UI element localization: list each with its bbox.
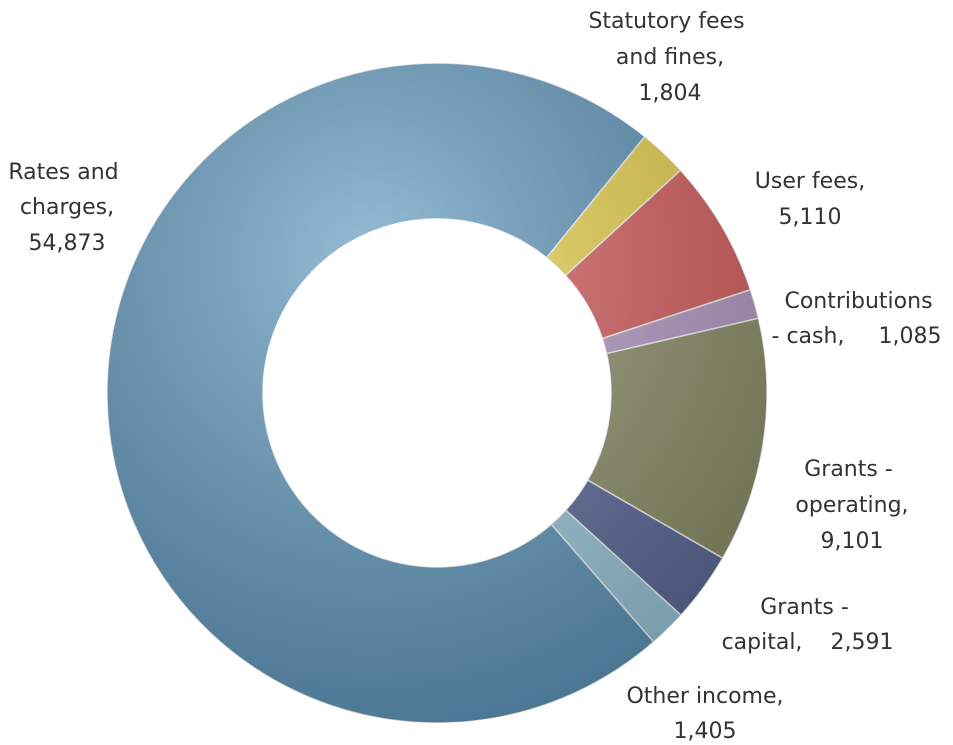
category-label: Rates and charges, (8, 160, 125, 220)
value-label: 9,101 (821, 529, 884, 554)
value-label: 5,110 (779, 205, 842, 230)
category-label: User fees, (755, 169, 865, 194)
value-label: 2,591 (831, 630, 894, 655)
value-label: 1,085 (879, 324, 942, 349)
donut (106, 62, 768, 724)
category-label: Contributions - cash, (772, 289, 940, 349)
category-label: Grants - capital, (722, 595, 856, 655)
category-label: Statutory fees and fines, (588, 9, 751, 70)
value-label: 54,873 (29, 231, 106, 256)
category-label: Other income, (626, 684, 783, 709)
slice (106, 62, 655, 724)
category-label: Grants - operating, (795, 457, 908, 518)
value-label: 1,804 (639, 81, 702, 106)
value-label: 1,405 (674, 719, 737, 744)
